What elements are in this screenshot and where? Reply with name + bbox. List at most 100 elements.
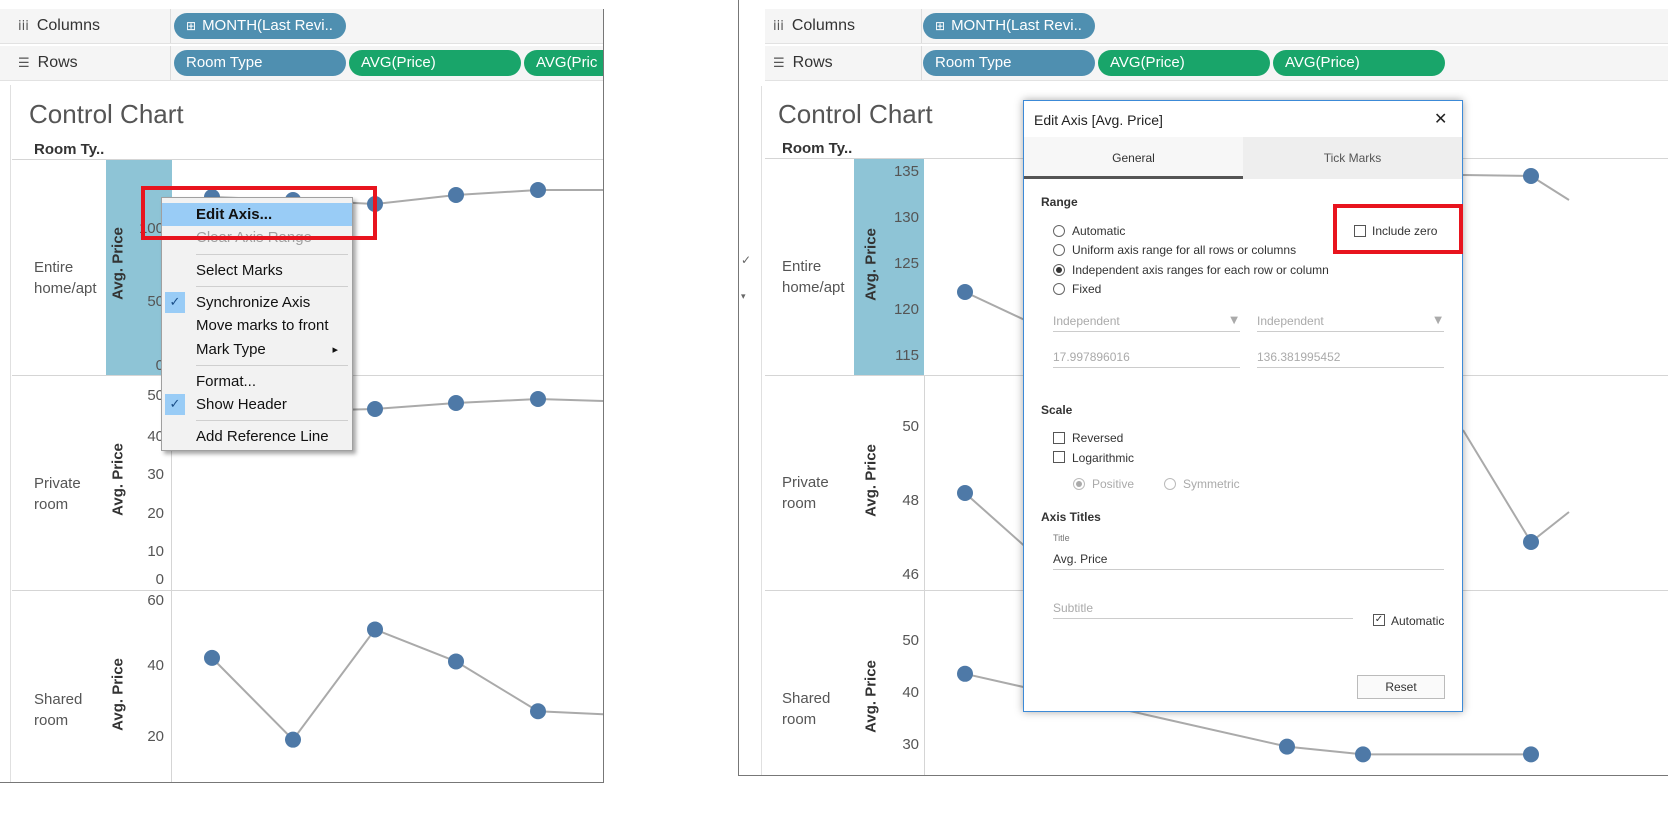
columns-pill-month[interactable]: ⊞ MONTH(Last Revi.. — [923, 13, 1095, 39]
data-point — [448, 187, 464, 203]
close-icon[interactable]: ✕ — [1434, 109, 1448, 128]
tab-general[interactable]: General — [1024, 137, 1243, 179]
data-point — [530, 391, 546, 407]
data-point — [285, 731, 301, 748]
logarithmic-checkbox[interactable] — [1053, 451, 1065, 463]
range-start-dropdown[interactable]: Independent ▼ — [1053, 311, 1240, 332]
reset-button[interactable]: Reset — [1357, 675, 1445, 699]
radio-independent[interactable] — [1053, 264, 1065, 276]
rows-pill-avg-price[interactable]: AVG(Price) — [349, 50, 521, 76]
radio-fixed-label[interactable]: Fixed — [1072, 282, 1102, 296]
menu-item-mark-type[interactable]: Mark Type ▸ — [162, 338, 352, 361]
room-type-header: Room Ty.. — [34, 141, 105, 158]
data-point — [1523, 534, 1539, 550]
rows-pill-room-type[interactable]: Room Type — [174, 50, 346, 76]
menu-item-select-marks[interactable]: Select Marks — [196, 262, 283, 279]
include-zero-label[interactable]: Include zero — [1372, 224, 1438, 238]
room-type-header: Room Ty.. — [782, 140, 853, 157]
menu-item-format[interactable]: Format... — [196, 373, 257, 390]
private-series-line — [1462, 429, 1570, 544]
data-point — [530, 703, 546, 720]
menu-item-move-marks-front[interactable]: Move marks to front — [196, 317, 329, 334]
dialog-title: Edit Axis [Avg. Price] — [1034, 112, 1163, 128]
reversed-checkbox[interactable] — [1053, 432, 1065, 444]
columns-shelf[interactable]: iii Columns ⊞ MONTH(Last Revi.. — [0, 9, 603, 44]
rows-shelf[interactable]: ☰ Rows Room Type AVG(Price) AVG(Pric — [0, 46, 603, 81]
automatic-label[interactable]: Automatic — [1391, 614, 1445, 628]
range-start-input[interactable]: 17.997896016 — [1053, 347, 1240, 368]
edit-axis-dialog: Edit Axis [Avg. Price] ✕ General Tick Ma… — [1023, 100, 1463, 712]
axis-titles-section-label: Axis Titles — [1041, 510, 1101, 524]
row-label-private: Private room — [34, 475, 81, 513]
row-label-shared: Shared room — [34, 691, 83, 729]
data-point — [1355, 746, 1371, 763]
radio-automatic-label[interactable]: Automatic — [1072, 224, 1126, 238]
chevron-down-icon: ▾ — [741, 292, 746, 302]
check-icon: ✓ — [165, 292, 185, 313]
columns-shelf[interactable]: iii Columns ⊞ MONTH(Last Revi.. — [765, 9, 1668, 44]
rows-icon: ☰ — [18, 56, 30, 71]
tick-label: 50 — [902, 418, 919, 435]
rows-shelf-label: Rows — [37, 54, 78, 71]
menu-item-synchronize-axis[interactable]: Synchronize Axis — [196, 294, 311, 311]
columns-icon: iii — [18, 19, 29, 34]
rows-pill-avg-price-2[interactable]: AVG(Pric — [524, 50, 603, 76]
tick-label: 100 — [138, 220, 164, 237]
data-point — [1523, 168, 1539, 184]
entire-series-line — [964, 291, 1030, 323]
callout-edit-axis — [141, 186, 377, 240]
columns-shelf-label: Columns — [36, 17, 100, 34]
radio-automatic[interactable] — [1053, 225, 1065, 237]
rows-shelf[interactable]: ☰ Rows Room Type AVG(Price) AVG(Price) — [765, 46, 1668, 81]
axis-title-input[interactable]: Avg. Price — [1053, 549, 1444, 570]
data-point — [530, 182, 546, 198]
range-end-dropdown[interactable]: Independent ▼ — [1257, 311, 1444, 332]
radio-positive — [1073, 478, 1085, 490]
tick-label: 20 — [147, 505, 164, 522]
radio-uniform-label[interactable]: Uniform axis range for all rows or colum… — [1072, 243, 1297, 257]
range-end-input[interactable]: 136.381995452 — [1257, 347, 1444, 368]
tick-label: 40 — [902, 684, 919, 701]
radio-uniform[interactable] — [1053, 244, 1065, 256]
tick-label: 50 — [147, 293, 164, 310]
rows-pill-avg-price[interactable]: AVG(Price) — [1098, 50, 1270, 76]
check-icon: ✓ — [741, 253, 752, 267]
radio-fixed[interactable] — [1053, 283, 1065, 295]
tick-label: 120 — [893, 301, 919, 318]
menu-item-add-reference-line[interactable]: Add Reference Line — [196, 428, 329, 445]
include-zero-checkbox[interactable] — [1354, 225, 1366, 237]
scale-section-label: Scale — [1041, 403, 1073, 417]
logarithmic-label[interactable]: Logarithmic — [1072, 451, 1135, 465]
tick-label: 46 — [902, 566, 919, 583]
menu-item-show-header[interactable]: Show Header — [196, 396, 287, 413]
dialog-tabs: General Tick Marks — [1024, 137, 1462, 179]
data-point — [1279, 738, 1295, 755]
columns-pill-month[interactable]: ⊞ MONTH(Last Revi.. — [174, 13, 346, 39]
data-point — [448, 653, 464, 670]
field-plus-icon: ⊞ — [935, 19, 946, 33]
rows-pill-room-type[interactable]: Room Type — [923, 50, 1095, 76]
tick-label: 48 — [902, 492, 919, 509]
rows-pill-avg-price-2[interactable]: AVG(Price) — [1273, 50, 1445, 76]
row-label-shared: Shared room — [782, 690, 831, 728]
reversed-label[interactable]: Reversed — [1072, 431, 1124, 445]
row-label-entire: Entire home/apt — [34, 259, 97, 297]
tab-tick-marks[interactable]: Tick Marks — [1323, 151, 1382, 165]
automatic-checkbox[interactable]: ✓ — [1373, 614, 1385, 626]
tick-label: 50 — [902, 632, 919, 649]
rows-icon: ☰ — [773, 56, 785, 71]
chevron-down-icon: ▼ — [1434, 315, 1442, 326]
row-label-entire: Entire home/apt — [782, 258, 845, 296]
tick-label: 130 — [893, 209, 919, 226]
axis-subtitle-input[interactable]: Subtitle — [1053, 598, 1353, 619]
tick-label: 0 — [155, 357, 164, 374]
data-point — [367, 401, 383, 417]
axis-selected-highlight — [854, 159, 924, 375]
tick-label: 30 — [902, 736, 919, 753]
radio-independent-label[interactable]: Independent axis ranges for each row or … — [1072, 263, 1329, 277]
shared-series-marks — [204, 621, 603, 748]
radio-symmetric — [1164, 478, 1176, 490]
rows-shelf-label: Rows — [792, 54, 833, 71]
menu-item-edit-axis[interactable]: Edit Axis... — [162, 203, 352, 226]
title-field-label: Title — [1053, 533, 1070, 543]
